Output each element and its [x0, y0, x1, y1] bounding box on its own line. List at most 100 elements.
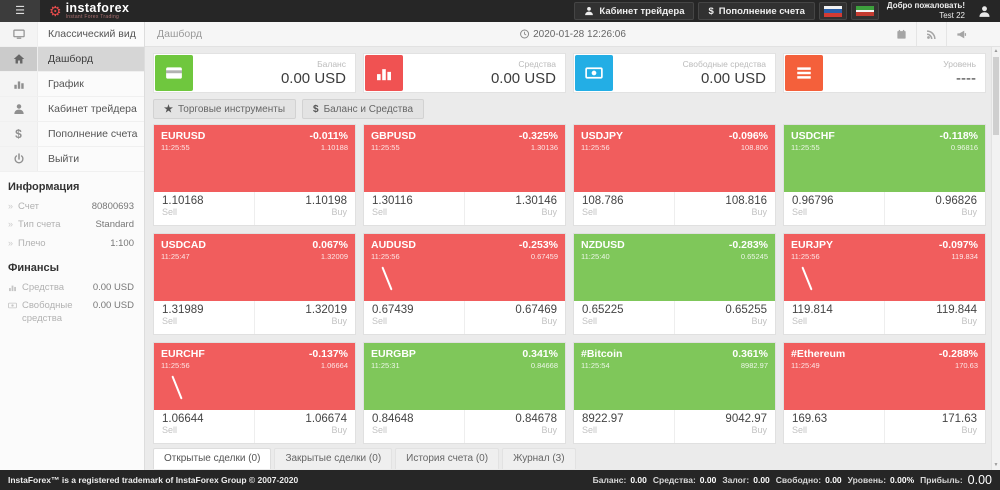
buy-button[interactable]: 1.30146 Buy [515, 195, 557, 217]
instrument-symbol: AUDUSD [371, 239, 416, 251]
user-avatar-icon[interactable] [973, 5, 995, 18]
tile-chart[interactable]: GBPUSD 11:25:55 -0.325% 1.30136 [364, 125, 565, 192]
sell-button[interactable]: 0.84648 Sell [364, 410, 465, 443]
buy-button[interactable]: 119.844 Buy [936, 304, 977, 326]
tile-chart[interactable]: EURGBP 11:25:31 0.341% 0.84668 [364, 343, 565, 410]
scrollbar-thumb[interactable] [993, 57, 999, 135]
quote-time: 11:25:56 [161, 361, 190, 370]
sell-button[interactable]: 0.65225 Sell [574, 301, 675, 334]
quote-time: 11:25:56 [371, 252, 400, 261]
tile-chart[interactable]: USDCHF 11:25:55 -0.118% 0.96816 [784, 125, 985, 192]
tile-change-block: -0.283% 0.65245 [729, 239, 768, 261]
tile-chart[interactable]: NZDUSD 11:25:40 -0.283% 0.65245 [574, 234, 775, 301]
buy-button[interactable]: 0.96826 Buy [935, 195, 977, 217]
buy-button[interactable]: 1.32019 Buy [305, 304, 347, 326]
stat-label: Уровень [943, 59, 976, 69]
tile-change-block: -0.011% 1.10188 [309, 130, 348, 152]
sidebar-item-trader-cabinet[interactable]: Кабинет трейдера [0, 97, 144, 122]
sell-button[interactable]: 0.96796 Sell [784, 192, 885, 225]
tile-chart[interactable]: EURJPY 11:25:56 -0.097% 119.834 [784, 234, 985, 301]
sparkline [171, 375, 183, 400]
sidebar-item-deposit[interactable]: $ Пополнение счета [0, 122, 144, 147]
sell-button[interactable]: 169.63 Sell [784, 410, 885, 443]
last-price: 108.806 [740, 143, 768, 152]
footer-stat-value: 0.00 [630, 475, 647, 485]
buy-button[interactable]: 0.67469 Buy [515, 304, 557, 326]
last-price: 1.10188 [320, 143, 348, 152]
buy-button[interactable]: 9042.97 Buy [725, 413, 767, 435]
trading-instruments-button[interactable]: ★ Торговые инструменты [153, 99, 296, 119]
sell-button[interactable]: 1.30116 Sell [364, 192, 465, 225]
balance-funds-button[interactable]: $ Баланс и Средства [302, 99, 425, 119]
sidebar-item-dashboard[interactable]: Дашборд [0, 47, 144, 72]
tile-symbol-block: USDCAD 11:25:47 [161, 239, 206, 261]
tile-chart[interactable]: AUDUSD 11:25:56 -0.253% 0.67459 [364, 234, 565, 301]
sell-button[interactable]: 1.31989 Sell [154, 301, 255, 334]
quote-time: 11:25:56 [581, 143, 610, 152]
buy-button[interactable]: 1.10198 Buy [305, 195, 347, 217]
tab-2[interactable]: История счета (0) [395, 448, 500, 469]
last-price: 0.84668 [530, 361, 558, 370]
info-value: 80800693 [91, 201, 134, 212]
list-icon [785, 55, 823, 91]
change-percent: -0.118% [939, 130, 978, 142]
tile-chart[interactable]: EURUSD 11:25:55 -0.011% 1.10188 [154, 125, 355, 192]
footer-stat-label: Свободно: [775, 475, 822, 485]
tile-symbol-block: EURUSD 11:25:55 [161, 130, 205, 152]
tile-symbol-block: EURGBP 11:25:31 [371, 348, 416, 370]
instrument-symbol: USDCHF [791, 130, 835, 142]
tile-chart[interactable]: EURCHF 11:25:56 -0.137% 1.06664 [154, 343, 355, 410]
sidebar: Классический вид Дашборд График Кабинет тре… [0, 22, 145, 470]
scroll-down-icon[interactable]: ▼ [993, 462, 999, 468]
finance-value: 0.00 USD [92, 300, 134, 312]
tile-symbol-block: EURJPY 11:25:56 [791, 239, 833, 261]
finance-row: Средства 0.00 USD [0, 279, 144, 297]
sidebar-item-label: Кабинет трейдера [48, 103, 137, 115]
flag-russia-button[interactable] [818, 2, 847, 20]
sell-button[interactable]: 119.814 Sell [784, 301, 885, 334]
change-percent: -0.283% [728, 239, 768, 251]
tile-chart[interactable]: #Ethereum 11:25:49 -0.288% 170.63 [784, 343, 985, 410]
deposit-button[interactable]: $ Пополнение счета [698, 2, 815, 20]
sell-button[interactable]: 0.67439 Sell [364, 301, 465, 334]
tab-3[interactable]: Журнал (3) [502, 448, 576, 469]
stat-card-list: Уровень ---- [783, 53, 986, 93]
scroll-up-icon[interactable]: ▲ [993, 48, 999, 54]
buy-button[interactable]: 171.63 Buy [941, 413, 977, 435]
tab-0[interactable]: Открытые сделки (0) [153, 448, 272, 469]
buy-button[interactable]: 0.84678 Buy [515, 413, 557, 435]
sidebar-item-classic-view[interactable]: Классический вид [0, 22, 144, 47]
tab-1[interactable]: Закрытые сделки (0) [274, 448, 393, 469]
sell-button[interactable]: 8922.97 Sell [574, 410, 675, 443]
footer-stat-value: 0.00 [825, 475, 842, 485]
sidebar-item-logout[interactable]: Выйти [0, 147, 144, 172]
top-header: ☰ ⚙ instaforex Instant Forex Trading Каб… [0, 0, 1000, 22]
tile-chart[interactable]: USDCAD 11:25:47 0.067% 1.32009 [154, 234, 355, 301]
menu-toggle-button[interactable]: ☰ [0, 0, 40, 22]
flag-green-button[interactable] [850, 2, 879, 20]
change-percent: 0.067% [312, 239, 348, 251]
sell-button[interactable]: 108.786 Sell [574, 192, 675, 225]
trader-cabinet-button[interactable]: Кабинет трейдера [574, 2, 695, 20]
instrument-tile-audusd: AUDUSD 11:25:56 -0.253% 0.67459 0.67439 Sell 0… [363, 233, 566, 335]
buy-button[interactable]: 108.816 Buy [725, 195, 767, 217]
rss-icon[interactable] [916, 22, 946, 46]
breadcrumb: Дашборд [157, 28, 202, 40]
tile-change-block: -0.325% 1.30136 [519, 130, 558, 152]
sell-button[interactable]: 1.10168 Sell [154, 192, 255, 225]
sidebar-item-chart[interactable]: График [0, 72, 144, 97]
buy-button[interactable]: 1.06674 Buy [305, 413, 347, 435]
quote-time: 11:25:55 [161, 143, 190, 152]
footer-stat-value: 0.00 [753, 475, 770, 485]
last-price: 1.32009 [320, 252, 348, 261]
tile-change-block: -0.097% 119.834 [939, 239, 978, 261]
calendar-icon[interactable] [887, 22, 916, 46]
stat-value: 0.00 USD [490, 70, 556, 87]
tile-chart[interactable]: USDJPY 11:25:56 -0.096% 108.806 [574, 125, 775, 192]
banknote-icon [575, 55, 613, 91]
tile-chart[interactable]: #Bitcoin 11:25:54 0.361% 8982.97 [574, 343, 775, 410]
scrollbar[interactable]: ▲ ▼ [991, 47, 1000, 470]
buy-button[interactable]: 0.65255 Buy [725, 304, 767, 326]
sell-button[interactable]: 1.06644 Sell [154, 410, 255, 443]
megaphone-icon[interactable] [946, 22, 976, 46]
